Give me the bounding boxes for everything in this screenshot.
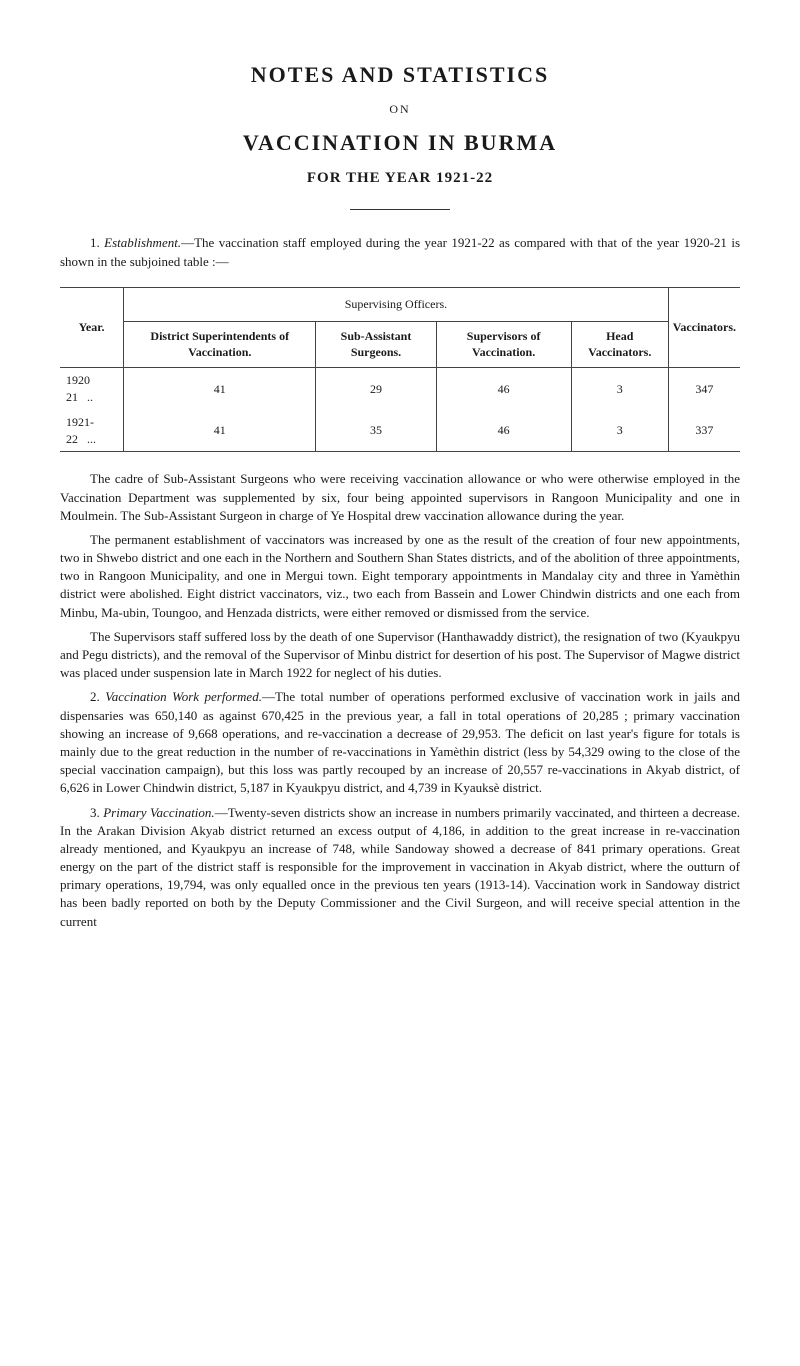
body-paragraph: 3. Primary Vaccination.—Twenty-seven dis… [60,804,740,931]
body-paragraph: The Supervisors staff suffered loss by t… [60,628,740,683]
section-head: Vaccination Work performed. [105,689,262,704]
col-year: Year. [60,287,124,367]
col-group-supervising: Supervising Officers. [124,287,669,321]
cell: 337 [668,410,740,452]
cell: 41 [124,368,316,410]
divider [350,209,450,210]
para-text: —The total number of operations performe… [60,689,740,795]
cell-dots: .. [87,390,93,404]
cell: 41 [124,410,316,452]
cell: 29 [316,368,436,410]
table-row: 1920 21 .. 41 29 46 3 347 [60,368,740,410]
body-paragraph: The permanent establishment of vaccinato… [60,531,740,622]
title-on: ON [60,101,740,118]
section-number: 1. [90,235,104,250]
cell: 46 [436,410,571,452]
title-sub: VACCINATION IN BURMA [60,128,740,159]
cell: 35 [316,410,436,452]
section-number: 3. [90,805,103,820]
col-subasst: Sub-Assistant Surgeons. [316,321,436,368]
title-year: FOR THE YEAR 1921-22 [60,168,740,189]
body-paragraph: The cadre of Sub-Assistant Surgeons who … [60,470,740,525]
cell-dots: ... [87,432,96,446]
section-number: 2. [90,689,105,704]
body-paragraph: 2. Vaccination Work performed.—The total… [60,688,740,797]
col-district: District Superintendents of Vaccination. [124,321,316,368]
cell: 3 [571,410,668,452]
section-head: Primary Vaccination. [103,805,214,820]
col-supervisors: Supervisors of Vaccination. [436,321,571,368]
intro-paragraph: 1. Establishment.—The vaccination staff … [60,234,740,270]
col-head: Head Vaccinators. [571,321,668,368]
section-head: Establishment. [104,235,181,250]
table-row: 1921-22 ... 41 35 46 3 337 [60,410,740,452]
vaccination-staff-table: Year. Supervising Officers. Vaccinators.… [60,287,740,453]
title-main: NOTES AND STATISTICS [60,60,740,91]
cell: 347 [668,368,740,410]
cell: 46 [436,368,571,410]
col-vaccinators: Vaccinators. [668,287,740,367]
para-text: —Twenty-seven districts show an increase… [60,805,740,929]
cell: 3 [571,368,668,410]
